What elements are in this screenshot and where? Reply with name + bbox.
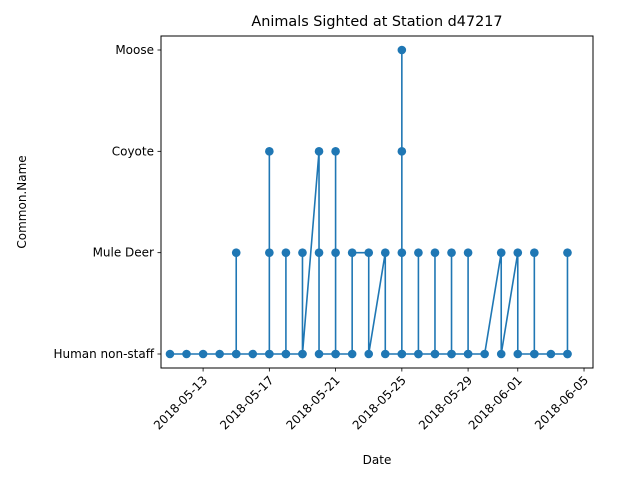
data-point	[496, 248, 506, 257]
data-point	[331, 349, 340, 359]
y-tick-label: Mule Deer	[93, 246, 154, 260]
data-point	[182, 349, 191, 359]
series-line	[169, 49, 569, 355]
data-point	[480, 349, 489, 359]
x-axis-label: Date	[363, 453, 392, 467]
data-point	[314, 248, 324, 257]
data-point	[165, 349, 175, 359]
data-point	[347, 349, 357, 359]
data-point	[231, 248, 241, 257]
data-point	[331, 147, 340, 156]
y-tick-label: Human non-staff	[53, 347, 154, 361]
data-point	[414, 248, 423, 257]
data-point	[281, 248, 291, 257]
data-point	[215, 349, 224, 359]
data-point	[298, 349, 307, 359]
y-tick-label: Moose	[115, 43, 154, 57]
data-point	[397, 248, 407, 257]
data-point	[331, 248, 340, 257]
data-point	[298, 248, 307, 257]
data-point	[397, 349, 407, 359]
y-axis-ticks: Human non-staff Mule Deer Coyote Moose	[53, 43, 161, 361]
data-point	[314, 349, 324, 359]
data-point	[281, 349, 291, 359]
data-point	[414, 349, 423, 359]
data-point	[380, 349, 390, 359]
data-point	[530, 248, 539, 257]
data-point	[397, 147, 407, 156]
data-point	[513, 349, 523, 359]
data-point	[265, 147, 274, 156]
data-point	[463, 248, 473, 257]
data-point	[447, 248, 456, 257]
chart-title: Animals Sighted at Station d47217	[251, 14, 502, 30]
data-point	[347, 248, 357, 257]
data-point	[563, 349, 572, 359]
data-point	[314, 147, 324, 156]
plot-area	[165, 45, 572, 359]
data-point	[546, 349, 556, 359]
data-point	[397, 45, 407, 55]
data-point	[563, 248, 572, 257]
data-point	[496, 349, 506, 359]
data-point	[513, 248, 523, 257]
data-point	[265, 349, 274, 359]
data-point	[231, 349, 241, 359]
data-point	[198, 349, 208, 359]
data-point	[248, 349, 258, 359]
data-point	[530, 349, 539, 359]
data-point	[430, 349, 440, 359]
data-point	[364, 248, 374, 257]
y-axis-label: Common.Name	[15, 155, 29, 248]
axes-frame	[160, 35, 594, 369]
data-point	[265, 248, 274, 257]
y-tick-label: Coyote	[112, 144, 154, 158]
data-point	[447, 349, 456, 359]
data-point	[364, 349, 374, 359]
data-point	[463, 349, 473, 359]
data-point	[430, 248, 440, 257]
data-point	[380, 248, 390, 257]
